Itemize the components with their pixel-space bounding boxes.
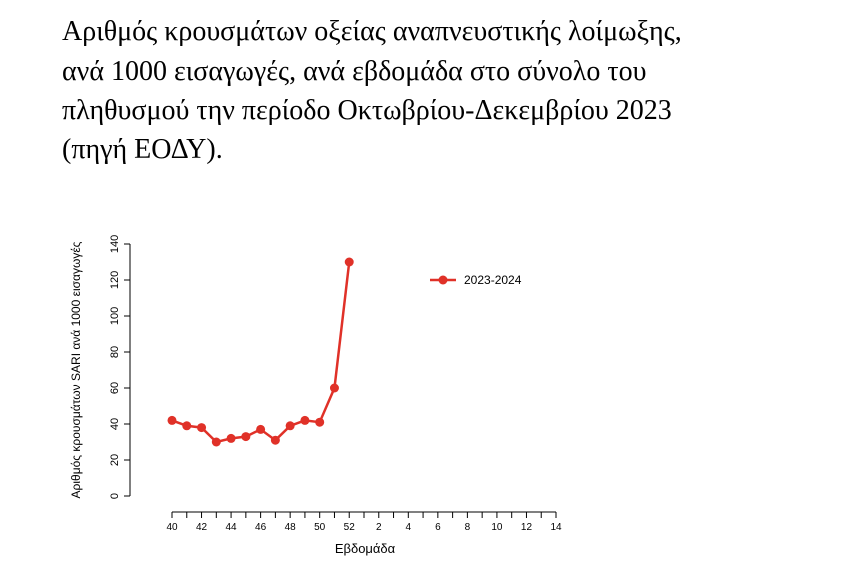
- series-line: [171, 261, 351, 444]
- data-point: [182, 421, 192, 431]
- x-tick-label: 14: [550, 522, 562, 533]
- y-tick-label: 80: [109, 346, 121, 358]
- x-axis-label: Εβδομάδα: [335, 541, 396, 556]
- x-tick-label: 48: [285, 522, 297, 533]
- x-tick-label: 44: [226, 522, 238, 533]
- data-point: [270, 435, 280, 445]
- x-tick-label: 6: [435, 522, 441, 533]
- x-tick-label: 10: [491, 522, 503, 533]
- y-tick-label: 60: [109, 382, 121, 394]
- x-tick-label: 2: [376, 522, 382, 533]
- legend-point: [438, 275, 448, 285]
- data-point: [329, 383, 339, 393]
- y-tick-label: 0: [109, 493, 121, 499]
- y-axis-label: Αριθμός κρουσμάτων SARI ανά 1000 εισαγωγ…: [69, 241, 83, 498]
- x-tick-label: 42: [196, 522, 208, 533]
- caption-line: πληθυσμού την περίοδο Οκτωβρίου-Δεκεμβρί…: [62, 95, 672, 126]
- x-tick-label: 4: [406, 522, 412, 533]
- y-tick-label: 140: [109, 235, 121, 253]
- caption-line: Αριθμός κρουσμάτων οξείας αναπνευστικής …: [62, 16, 682, 47]
- data-point: [256, 424, 266, 434]
- data-point: [167, 415, 177, 425]
- caption-line: ανά 1000 εισαγωγές, ανά εβδομάδα στο σύν…: [62, 56, 646, 87]
- data-point: [285, 421, 295, 431]
- x-tick-label: 12: [521, 522, 533, 533]
- caption-line: (πηγή ΕΟΔΥ).: [62, 134, 223, 165]
- x-tick-label: 46: [255, 522, 267, 533]
- x-tick-label: 40: [166, 522, 178, 533]
- data-point: [197, 423, 207, 433]
- x-tick-label: 52: [344, 522, 356, 533]
- y-tick-label: 20: [109, 454, 121, 466]
- data-point: [344, 257, 354, 267]
- data-point: [300, 415, 310, 425]
- y-tick-label: 40: [109, 418, 121, 430]
- y-tick-label: 100: [109, 307, 121, 325]
- y-tick-label: 120: [109, 271, 121, 289]
- data-point: [226, 433, 236, 443]
- data-point: [241, 432, 251, 442]
- data-point: [211, 437, 221, 447]
- x-tick-label: 8: [465, 522, 471, 533]
- legend-label: 2023-2024: [464, 273, 522, 287]
- data-point: [315, 417, 325, 427]
- x-tick-label: 50: [314, 522, 326, 533]
